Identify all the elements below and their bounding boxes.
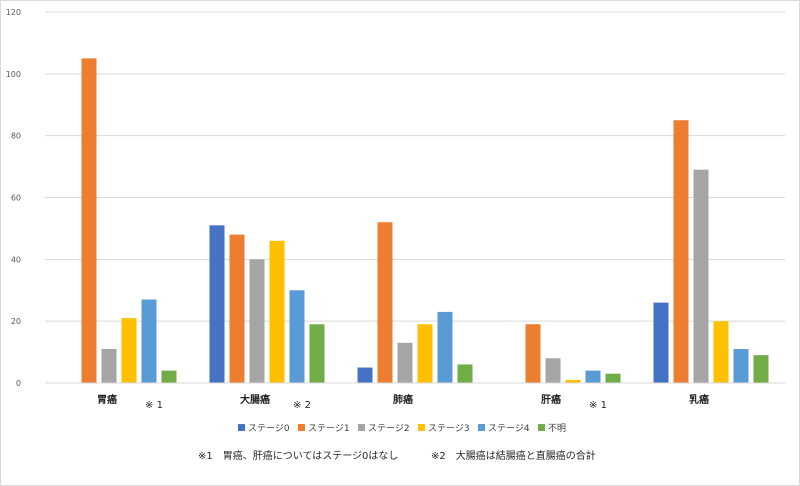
footnote-1: ※1 胃癌、肝癌についてはステージ0はなし [198, 449, 398, 462]
bar-乳癌-ステージ3 [713, 321, 729, 383]
legend-swatch [238, 424, 245, 431]
bar-大腸癌-ステージ1 [229, 234, 245, 383]
bar-乳癌-不明 [753, 355, 769, 383]
category-note: ※ 2 [293, 400, 311, 411]
legend-label: 不明 [548, 423, 566, 434]
bar-大腸癌-ステージ2 [249, 259, 265, 383]
y-tick-label: 40 [11, 255, 21, 264]
bar-肺癌-ステージ1 [377, 222, 393, 383]
category-label: 肺癌 [393, 393, 413, 406]
bar-肺癌-不明 [457, 364, 473, 383]
legend-label: ステージ2 [368, 423, 410, 434]
y-tick-label: 120 [6, 8, 21, 17]
bar-胃癌-ステージ2 [101, 348, 117, 383]
y-tick-label: 100 [6, 70, 21, 79]
legend-label: ステージ3 [428, 423, 470, 434]
bar-胃癌-ステージ4 [141, 299, 157, 383]
legend-swatch [358, 424, 365, 431]
legend-swatch [298, 424, 305, 431]
legend-swatch [538, 424, 545, 431]
legend-label: ステージ1 [308, 423, 350, 434]
y-tick-label: 0 [16, 379, 21, 388]
bar-胃癌-ステージ3 [121, 318, 137, 383]
bar-胃癌-ステージ1 [81, 58, 97, 383]
bar-肝癌-ステージ1 [525, 324, 541, 383]
y-tick-label: 20 [11, 317, 21, 326]
bar-大腸癌-ステージ4 [289, 290, 305, 383]
legend-label: ステージ0 [248, 423, 290, 434]
y-tick-label: 80 [11, 132, 21, 141]
legend-label: ステージ4 [488, 423, 530, 434]
bar-肝癌-ステージ3 [565, 379, 581, 383]
y-tick-label: 60 [11, 194, 21, 203]
bar-肝癌-ステージ2 [545, 358, 561, 383]
bar-大腸癌-ステージ3 [269, 240, 285, 383]
bar-肺癌-ステージ0 [357, 367, 373, 383]
bar-胃癌-不明 [161, 370, 177, 383]
category-label: 大腸癌 [240, 393, 270, 406]
bar-大腸癌-ステージ0 [209, 225, 225, 383]
bar-乳癌-ステージ0 [653, 302, 669, 383]
category-label: 胃癌 [97, 393, 117, 406]
bar-肺癌-ステージ3 [417, 324, 433, 383]
legend-swatch [478, 424, 485, 431]
bar-乳癌-ステージ2 [693, 169, 709, 383]
footnote-2: ※2 大腸癌は結腸癌と直腸癌の合計 [431, 449, 596, 462]
bar-肝癌-ステージ4 [585, 370, 601, 383]
category-label: 乳癌 [689, 393, 709, 406]
bar-肺癌-ステージ2 [397, 342, 413, 383]
category-note: ※ 1 [589, 400, 607, 411]
bar-乳癌-ステージ1 [673, 120, 689, 383]
category-note: ※ 1 [145, 400, 163, 411]
bar-乳癌-ステージ4 [733, 348, 749, 383]
bar-肺癌-ステージ4 [437, 311, 453, 383]
legend-swatch [418, 424, 425, 431]
bar-大腸癌-不明 [309, 324, 325, 383]
category-label: 肝癌 [541, 393, 561, 406]
bar-肝癌-不明 [605, 373, 621, 383]
